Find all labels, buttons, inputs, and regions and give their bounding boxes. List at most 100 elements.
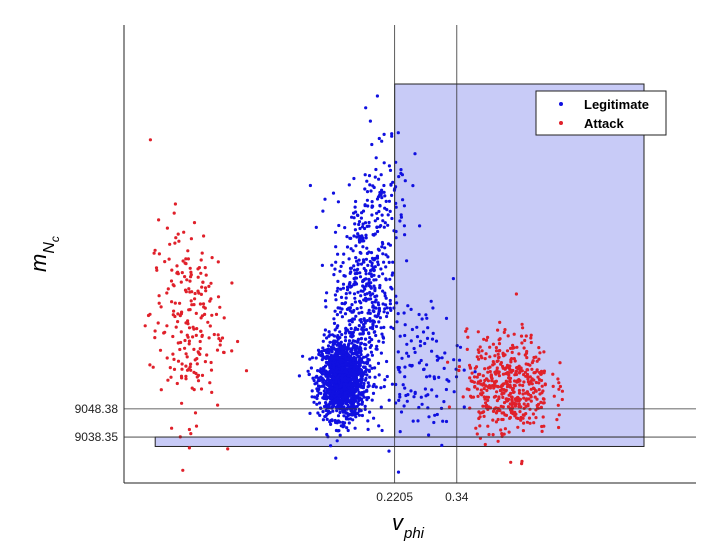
attack-point bbox=[199, 271, 203, 275]
legitimate-point bbox=[376, 361, 381, 365]
legitimate-point bbox=[377, 339, 381, 343]
attack-point bbox=[491, 409, 496, 413]
attack-point bbox=[497, 374, 501, 378]
legitimate-point bbox=[403, 233, 407, 237]
attack-point bbox=[487, 385, 491, 390]
legitimate-point bbox=[335, 409, 339, 413]
attack-point bbox=[527, 392, 531, 396]
attack-point bbox=[226, 447, 230, 451]
legitimate-point bbox=[328, 401, 332, 405]
attack-point bbox=[209, 281, 213, 285]
legitimate-point bbox=[369, 350, 373, 354]
attack-point bbox=[519, 334, 524, 338]
legitimate-point bbox=[347, 257, 351, 261]
legitimate-point bbox=[339, 264, 343, 268]
legitimate-point bbox=[364, 284, 368, 288]
legitimate-point bbox=[373, 219, 377, 223]
legitimate-point bbox=[360, 310, 364, 314]
legitimate-point bbox=[353, 358, 358, 362]
legitimate-point bbox=[345, 399, 350, 403]
legitimate-point bbox=[435, 412, 439, 417]
legitimate-point bbox=[426, 393, 430, 397]
attack-point bbox=[501, 417, 505, 422]
legitimate-point bbox=[409, 339, 413, 343]
attack-point bbox=[153, 336, 157, 340]
legitimate-point bbox=[365, 297, 369, 301]
attack-point bbox=[534, 355, 538, 359]
attack-point bbox=[171, 352, 175, 356]
legitimate-point bbox=[365, 319, 369, 323]
legitimate-point bbox=[308, 183, 312, 188]
legitimate-point bbox=[347, 369, 352, 373]
legitimate-point bbox=[390, 134, 394, 138]
legitimate-point bbox=[362, 342, 367, 346]
attack-point bbox=[521, 326, 525, 330]
legitimate-point bbox=[353, 228, 357, 232]
legitimate-point bbox=[344, 357, 348, 361]
legitimate-point bbox=[333, 309, 337, 313]
legitimate-point bbox=[394, 205, 398, 209]
legitimate-point bbox=[314, 427, 319, 431]
legitimate-point bbox=[368, 364, 372, 368]
attack-point bbox=[230, 281, 234, 285]
attack-point bbox=[506, 334, 510, 338]
legitimate-point bbox=[409, 307, 413, 311]
legitimate-point bbox=[335, 439, 339, 443]
attack-point bbox=[209, 360, 213, 365]
legitimate-point bbox=[388, 277, 392, 281]
attack-point bbox=[523, 338, 527, 343]
attack-point bbox=[489, 374, 493, 378]
legitimate-point bbox=[380, 213, 384, 217]
legitimate-point bbox=[382, 183, 386, 188]
legitimate-point bbox=[301, 354, 305, 358]
legitimate-point bbox=[321, 209, 325, 213]
legitimate-point bbox=[341, 398, 345, 402]
attack-point bbox=[534, 389, 538, 393]
legitimate-point bbox=[321, 418, 325, 422]
attack-point bbox=[532, 387, 536, 391]
legitimate-point bbox=[376, 229, 380, 234]
legitimate-point bbox=[397, 366, 401, 370]
attack-point bbox=[154, 266, 159, 270]
attack-point bbox=[220, 336, 225, 340]
legitimate-point bbox=[370, 261, 374, 265]
legitimate-point bbox=[310, 395, 314, 399]
legitimate-point bbox=[342, 378, 346, 382]
legitimate-point bbox=[402, 311, 406, 315]
attack-point bbox=[529, 399, 533, 403]
attack-point bbox=[529, 380, 533, 385]
attack-point bbox=[189, 275, 193, 279]
legitimate-point bbox=[320, 358, 324, 362]
legitimate-point bbox=[426, 326, 430, 330]
legitimate-point bbox=[364, 328, 369, 332]
legitimate-point bbox=[356, 383, 360, 387]
attack-point bbox=[184, 352, 188, 356]
attack-point bbox=[244, 369, 249, 373]
legitimate-point bbox=[386, 213, 390, 217]
attack-point bbox=[517, 399, 521, 403]
attack-point bbox=[461, 395, 465, 399]
legitimate-point bbox=[367, 224, 371, 228]
legitimate-point bbox=[427, 415, 431, 419]
attack-point bbox=[501, 382, 505, 386]
legitimate-point bbox=[399, 171, 403, 175]
legitimate-point bbox=[328, 420, 332, 424]
legitimate-point bbox=[363, 347, 367, 351]
legitimate-point bbox=[352, 399, 356, 403]
attack-point bbox=[497, 371, 501, 375]
legitimate-point bbox=[454, 367, 458, 371]
x-axis-label: vphi bbox=[392, 510, 425, 542]
attack-point bbox=[506, 372, 510, 376]
legitimate-point bbox=[336, 419, 340, 423]
legitimate-point bbox=[365, 389, 369, 393]
legitimate-point bbox=[310, 389, 314, 393]
attack-point bbox=[522, 421, 526, 425]
legitimate-point bbox=[382, 260, 386, 264]
attack-point bbox=[204, 273, 208, 277]
attack-point bbox=[178, 314, 182, 318]
legitimate-point bbox=[363, 204, 367, 208]
attack-point bbox=[187, 367, 191, 371]
legitimate-point bbox=[422, 367, 426, 372]
attack-point bbox=[490, 384, 494, 388]
legitimate-point bbox=[382, 225, 386, 229]
